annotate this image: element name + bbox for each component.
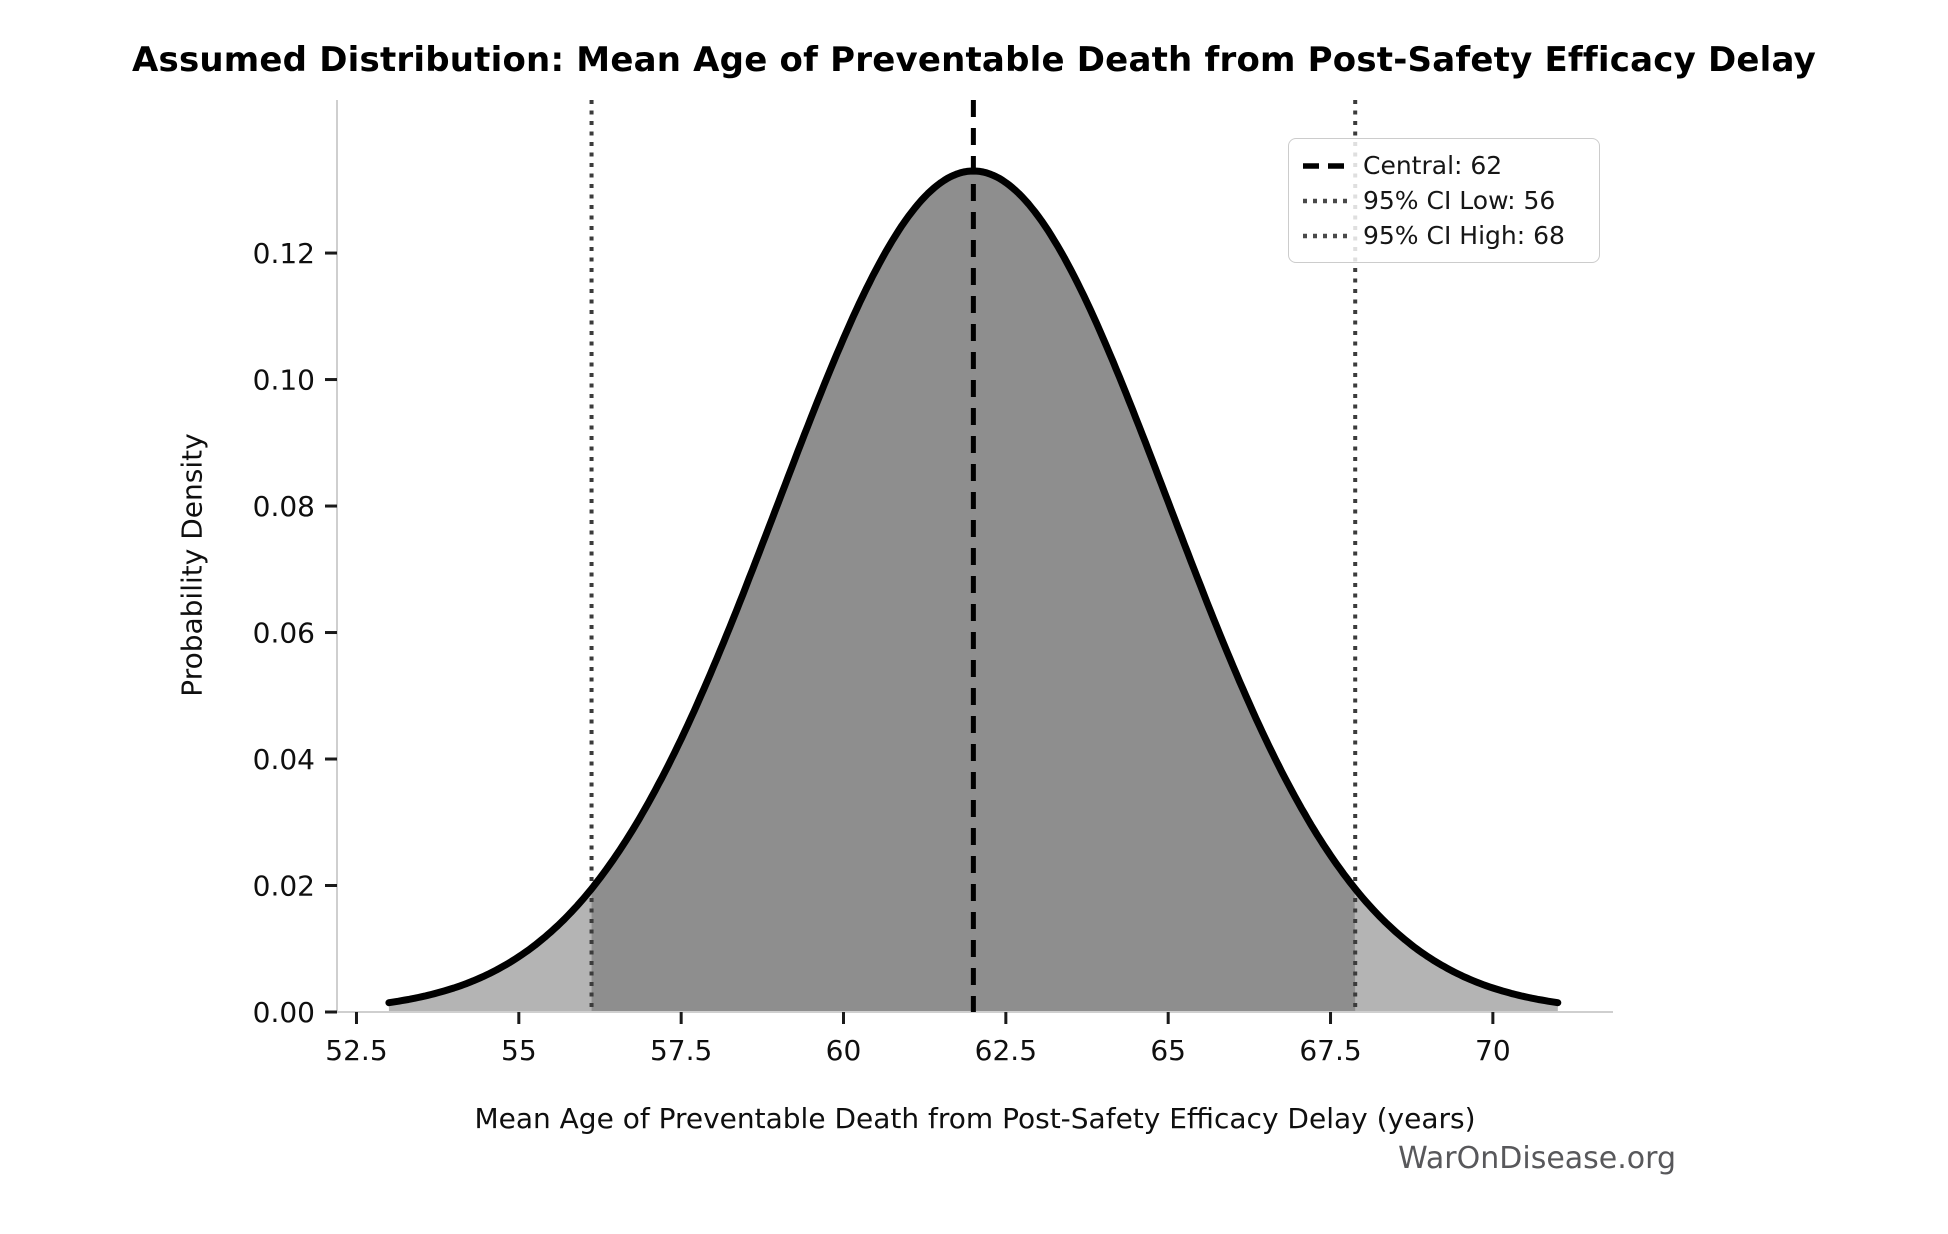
y-tick-label: 0.02 bbox=[253, 870, 315, 903]
x-tick-label: 57.5 bbox=[650, 1034, 712, 1067]
density-curve bbox=[385, 167, 1562, 1007]
legend-entry-ci-low: 95% CI Low: 56 bbox=[1301, 184, 1585, 217]
x-tick-label: 70 bbox=[1475, 1034, 1511, 1067]
legend-label-ci-high: 95% CI High: 68 bbox=[1363, 221, 1565, 250]
y-tick-label: 0.08 bbox=[253, 490, 315, 523]
legend-label-ci-low: 95% CI Low: 56 bbox=[1363, 186, 1556, 215]
x-tick-label: 65 bbox=[1150, 1034, 1186, 1067]
x-tick-label: 60 bbox=[826, 1034, 862, 1067]
x-tick-label: 52.5 bbox=[325, 1034, 387, 1067]
y-tick-label: 0.04 bbox=[253, 743, 315, 776]
y-axis-label: Probability Density bbox=[175, 433, 209, 697]
legend-entry-central: Central: 62 bbox=[1301, 149, 1585, 182]
dotted-line-icon bbox=[1301, 230, 1351, 242]
legend-label-central: Central: 62 bbox=[1363, 151, 1503, 180]
chart-title: Assumed Distribution: Mean Age of Preven… bbox=[132, 40, 1816, 80]
dotted-line-icon bbox=[1301, 195, 1351, 207]
legend-entry-ci-high: 95% CI High: 68 bbox=[1301, 219, 1585, 252]
x-tick-label: 62.5 bbox=[975, 1034, 1037, 1067]
legend-box: Central: 62 95% CI Low: 56 95% CI High: … bbox=[1288, 138, 1600, 263]
x-tick-label: 67.5 bbox=[1299, 1034, 1361, 1067]
x-axis-label: Mean Age of Preventable Death from Post-… bbox=[474, 1102, 1476, 1135]
dashed-line-icon bbox=[1301, 160, 1351, 172]
x-tick-label: 55 bbox=[501, 1034, 537, 1067]
y-tick-label: 0.10 bbox=[253, 364, 315, 397]
y-tick-label: 0.06 bbox=[253, 617, 315, 650]
y-tick-label: 0.00 bbox=[253, 996, 315, 1029]
y-tick-label: 0.12 bbox=[253, 237, 315, 270]
watermark-text: WarOnDisease.org bbox=[1398, 1141, 1676, 1176]
